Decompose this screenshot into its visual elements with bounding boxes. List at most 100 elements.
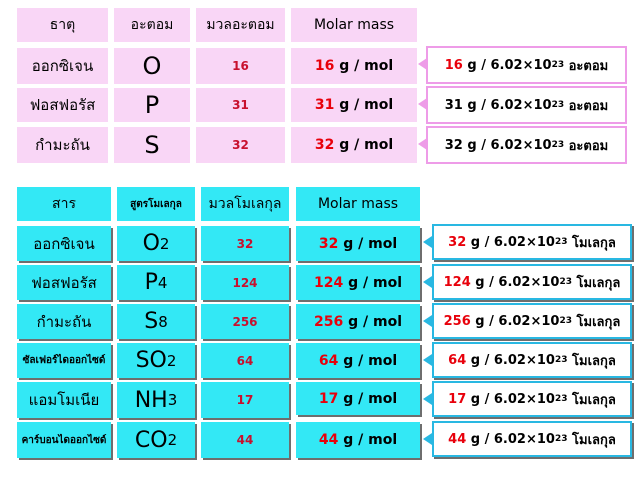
atomic-mass-value: 32 <box>196 127 285 163</box>
element-name: ฟอสฟอรัส <box>17 88 108 122</box>
formula-subscript: 2 <box>166 351 177 370</box>
callout-base: 10 <box>533 137 552 153</box>
formula-subscript: 2 <box>167 431 178 449</box>
callout-base: 10 <box>536 352 555 368</box>
callout-unit: โมเลกุล <box>572 353 616 369</box>
molecule-mass-callout: 256 g / 6.02 × 10 23 โมเลกุล <box>432 303 632 339</box>
molecule-mass-callout: 17 g / 6.02 × 10 23 โมเลกุล <box>432 381 632 417</box>
callout-pointer-icon <box>423 315 432 327</box>
callout-pointer-icon <box>423 393 432 405</box>
molar-mass-value: 17 g / mol <box>296 382 420 415</box>
molar-mass-value: 31 g / mol <box>291 88 417 122</box>
substance-name: ออกซิเจน <box>17 226 111 261</box>
times-sign: × <box>525 234 537 250</box>
molecule-mass-callout: 124 g / 6.02 × 10 23 โมเลกุล <box>432 264 632 300</box>
header-molar-mass: Molar mass <box>291 8 417 42</box>
molar-mass-unit: g / mol <box>343 432 398 448</box>
callout-text: g / 6.02 <box>467 137 523 153</box>
times-sign: × <box>522 137 534 153</box>
callout-number: 256 <box>443 313 471 329</box>
atomic-mass-value: 31 <box>196 88 285 122</box>
substance-name: แอมโมเนีย <box>17 382 111 418</box>
molar-mass-unit: g / mol <box>339 97 394 113</box>
header-atom: อะตอม <box>114 8 190 42</box>
molar-mass-number: 124 <box>314 274 344 291</box>
molar-mass-value: 124 g / mol <box>296 265 420 300</box>
callout-pointer-icon <box>423 354 432 366</box>
callout-number: 32 <box>448 234 467 250</box>
callout-unit: โมเลกุล <box>576 275 621 291</box>
molar-mass-value: 64 g / mol <box>296 343 420 378</box>
header-molecular-formula: สูตรโมเลกุล <box>117 187 195 221</box>
callout-unit: โมเลกุล <box>572 432 616 448</box>
molecular-formula: SO 2 <box>117 343 195 378</box>
callout-base: 10 <box>536 234 555 250</box>
molar-mass-value: 16 g / mol <box>291 48 417 84</box>
callout-unit: อะตอม <box>568 58 609 74</box>
times-sign: × <box>530 274 542 290</box>
callout-base: 10 <box>536 391 555 407</box>
callout-text: g / 6.02 <box>475 274 531 290</box>
callout-exponent: 23 <box>559 277 573 287</box>
header-atomic-mass: มวลอะตอม <box>196 8 285 42</box>
atom-mass-callout: 31 g / 6.02 × 10 23 อะตอม <box>426 86 627 124</box>
molecular-mass-value: 124 <box>201 265 289 300</box>
formula-main: SO <box>135 348 167 373</box>
formula-main: NH <box>134 387 168 413</box>
header-substance: สาร <box>17 187 111 221</box>
callout-exponent: 23 <box>554 434 568 444</box>
callout-pointer-icon <box>423 236 432 248</box>
molar-mass-number: 31 <box>314 97 335 113</box>
molar-mass-unit: g / mol <box>348 313 402 330</box>
molar-mass-number: 17 <box>318 390 339 407</box>
molecular-mass-value: 17 <box>201 382 289 418</box>
element-name: กำมะถัน <box>17 127 108 163</box>
header-molar-mass: Molar mass <box>296 187 420 221</box>
molar-mass-unit: g / mol <box>339 58 394 74</box>
molar-mass-number: 64 <box>318 352 339 369</box>
molar-mass-value: 32 g / mol <box>291 127 417 163</box>
callout-number: 32 <box>444 137 463 153</box>
molar-mass-value: 44 g / mol <box>296 422 420 458</box>
molar-mass-unit: g / mol <box>343 352 398 369</box>
callout-text: g / 6.02 <box>470 352 526 368</box>
substance-name: ฟอสฟอรัส <box>17 265 111 300</box>
formula-main: CO <box>134 427 168 453</box>
callout-number: 31 <box>444 97 463 113</box>
callout-unit: โมเลกุล <box>576 314 621 330</box>
callout-pointer-icon <box>418 138 427 150</box>
molar-mass-unit: g / mol <box>348 274 402 291</box>
callout-exponent: 23 <box>559 316 573 326</box>
molar-mass-unit: g / mol <box>343 390 398 407</box>
callout-exponent: 23 <box>551 60 565 70</box>
times-sign: × <box>522 97 534 113</box>
formula-subscript: 8 <box>158 312 168 331</box>
callout-base: 10 <box>541 313 560 329</box>
molecule-mass-callout: 44 g / 6.02 × 10 23 โมเลกุล <box>432 421 632 457</box>
molar-mass-number: 16 <box>314 58 335 74</box>
formula-main: S <box>144 309 159 334</box>
formula-subscript: 4 <box>157 273 168 292</box>
molar-mass-number: 32 <box>314 137 335 153</box>
callout-text: g / 6.02 <box>475 313 531 329</box>
molar-mass-value: 32 g / mol <box>296 226 420 261</box>
callout-base: 10 <box>533 57 552 73</box>
callout-base: 10 <box>541 274 560 290</box>
callout-exponent: 23 <box>551 100 565 110</box>
callout-exponent: 23 <box>554 237 568 247</box>
atom-mass-callout: 32 g / 6.02 × 10 23 อะตอม <box>426 126 627 164</box>
times-sign: × <box>525 352 537 368</box>
molecular-mass-value: 32 <box>201 226 289 261</box>
callout-unit: โมเลกุล <box>572 392 616 408</box>
callout-exponent: 23 <box>554 394 568 404</box>
molar-mass-unit: g / mol <box>339 137 394 153</box>
substance-name: กำมะถัน <box>17 304 111 339</box>
callout-text: g / 6.02 <box>470 234 526 250</box>
molar-mass-unit: g / mol <box>343 235 398 252</box>
formula-subscript: 3 <box>167 391 178 409</box>
callout-unit: อะตอม <box>568 138 609 154</box>
callout-number: 17 <box>448 391 467 407</box>
molecule-mass-callout: 64 g / 6.02 × 10 23 โมเลกุล <box>432 342 632 378</box>
callout-unit: โมเลกุล <box>572 235 616 251</box>
